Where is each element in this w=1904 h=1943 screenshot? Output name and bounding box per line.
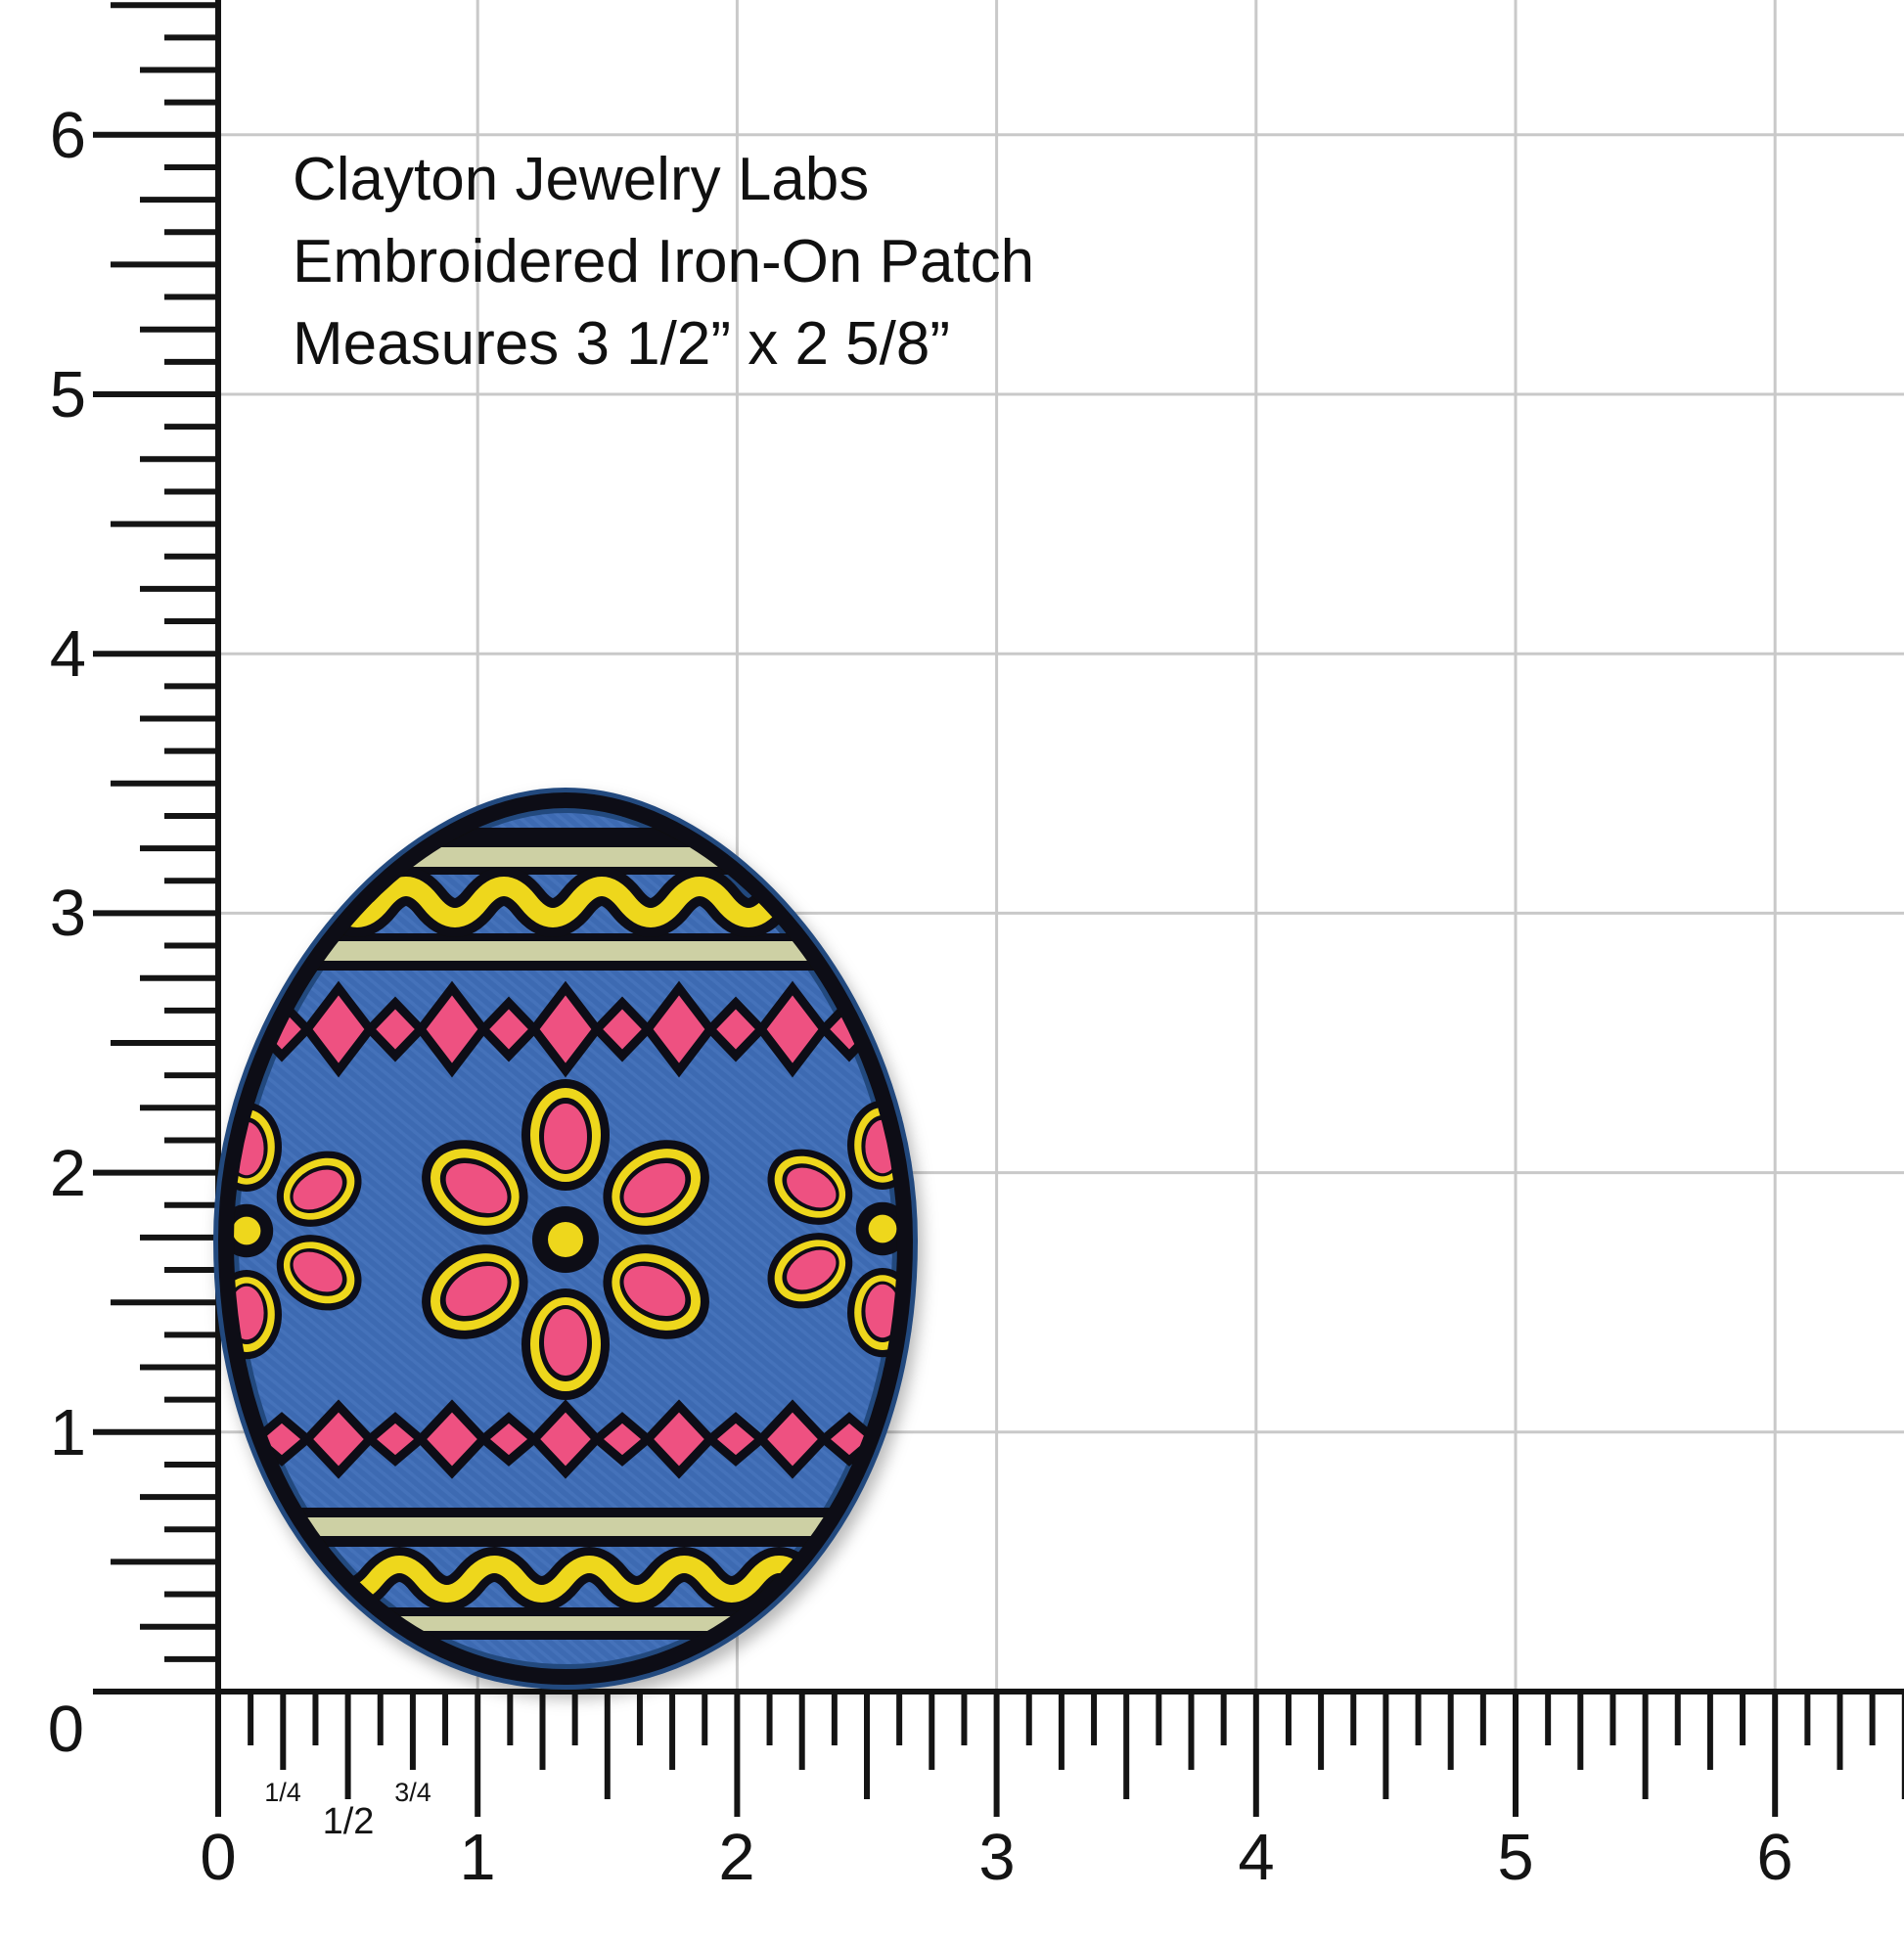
- cream-stripe: [226, 1616, 905, 1631]
- annotation-line-product: Embroidered Iron-On Patch: [293, 228, 1035, 295]
- vertical-ruler-number-6: 6: [50, 99, 86, 172]
- diamond-band: [226, 1399, 905, 1479]
- horizontal-ruler-number-2: 2: [718, 1821, 754, 1894]
- diamond-band: [226, 980, 905, 1078]
- egg-graphic: [212, 787, 919, 1691]
- easter-egg-patch: [212, 787, 919, 1691]
- fraction-label-three-quarter: 3/4: [394, 1778, 431, 1807]
- horizontal-ruler-number-1: 1: [459, 1821, 495, 1894]
- vertical-ruler-number-1: 1: [50, 1396, 86, 1469]
- cream-stripe: [226, 1517, 905, 1536]
- annotation-text: Clayton Jewelry Labs Embroidered Iron-On…: [293, 139, 1034, 385]
- fraction-label-half: 1/2: [323, 1801, 375, 1842]
- vertical-ruler-number-3: 3: [50, 877, 86, 950]
- egg-decorations: [226, 828, 905, 1640]
- horizontal-ruler-number-0: 0: [200, 1821, 236, 1894]
- cream-stripe: [226, 847, 905, 867]
- horizontal-ruler-number-6: 6: [1756, 1821, 1792, 1894]
- rulers: [93, 0, 1904, 1817]
- annotation-line-brand: Clayton Jewelry Labs: [293, 146, 870, 213]
- fraction-label-quarter: 1/4: [264, 1778, 301, 1807]
- vertical-ruler-number-5: 5: [50, 358, 86, 431]
- egg-border: [217, 791, 914, 1686]
- vertical-ruler-number-2: 2: [50, 1137, 86, 1210]
- horizontal-ruler-number-4: 4: [1238, 1821, 1274, 1894]
- wave-line: [226, 1556, 905, 1603]
- horizontal-ruler-number-3: 3: [978, 1821, 1015, 1894]
- vertical-ruler-number-4: 4: [50, 617, 86, 691]
- center-flower: [422, 1079, 709, 1400]
- cream-stripe: [226, 941, 905, 961]
- annotation-line-size: Measures 3 1/2” x 2 5/8”: [293, 310, 950, 378]
- vertical-ruler-number-0: 0: [48, 1693, 84, 1766]
- ruler-labels: 6 5 4 3 2 1 0 0 1 2 3 4 5 6 1/4 1/2 3/4: [48, 99, 1793, 1894]
- horizontal-ruler-number-5: 5: [1497, 1821, 1533, 1894]
